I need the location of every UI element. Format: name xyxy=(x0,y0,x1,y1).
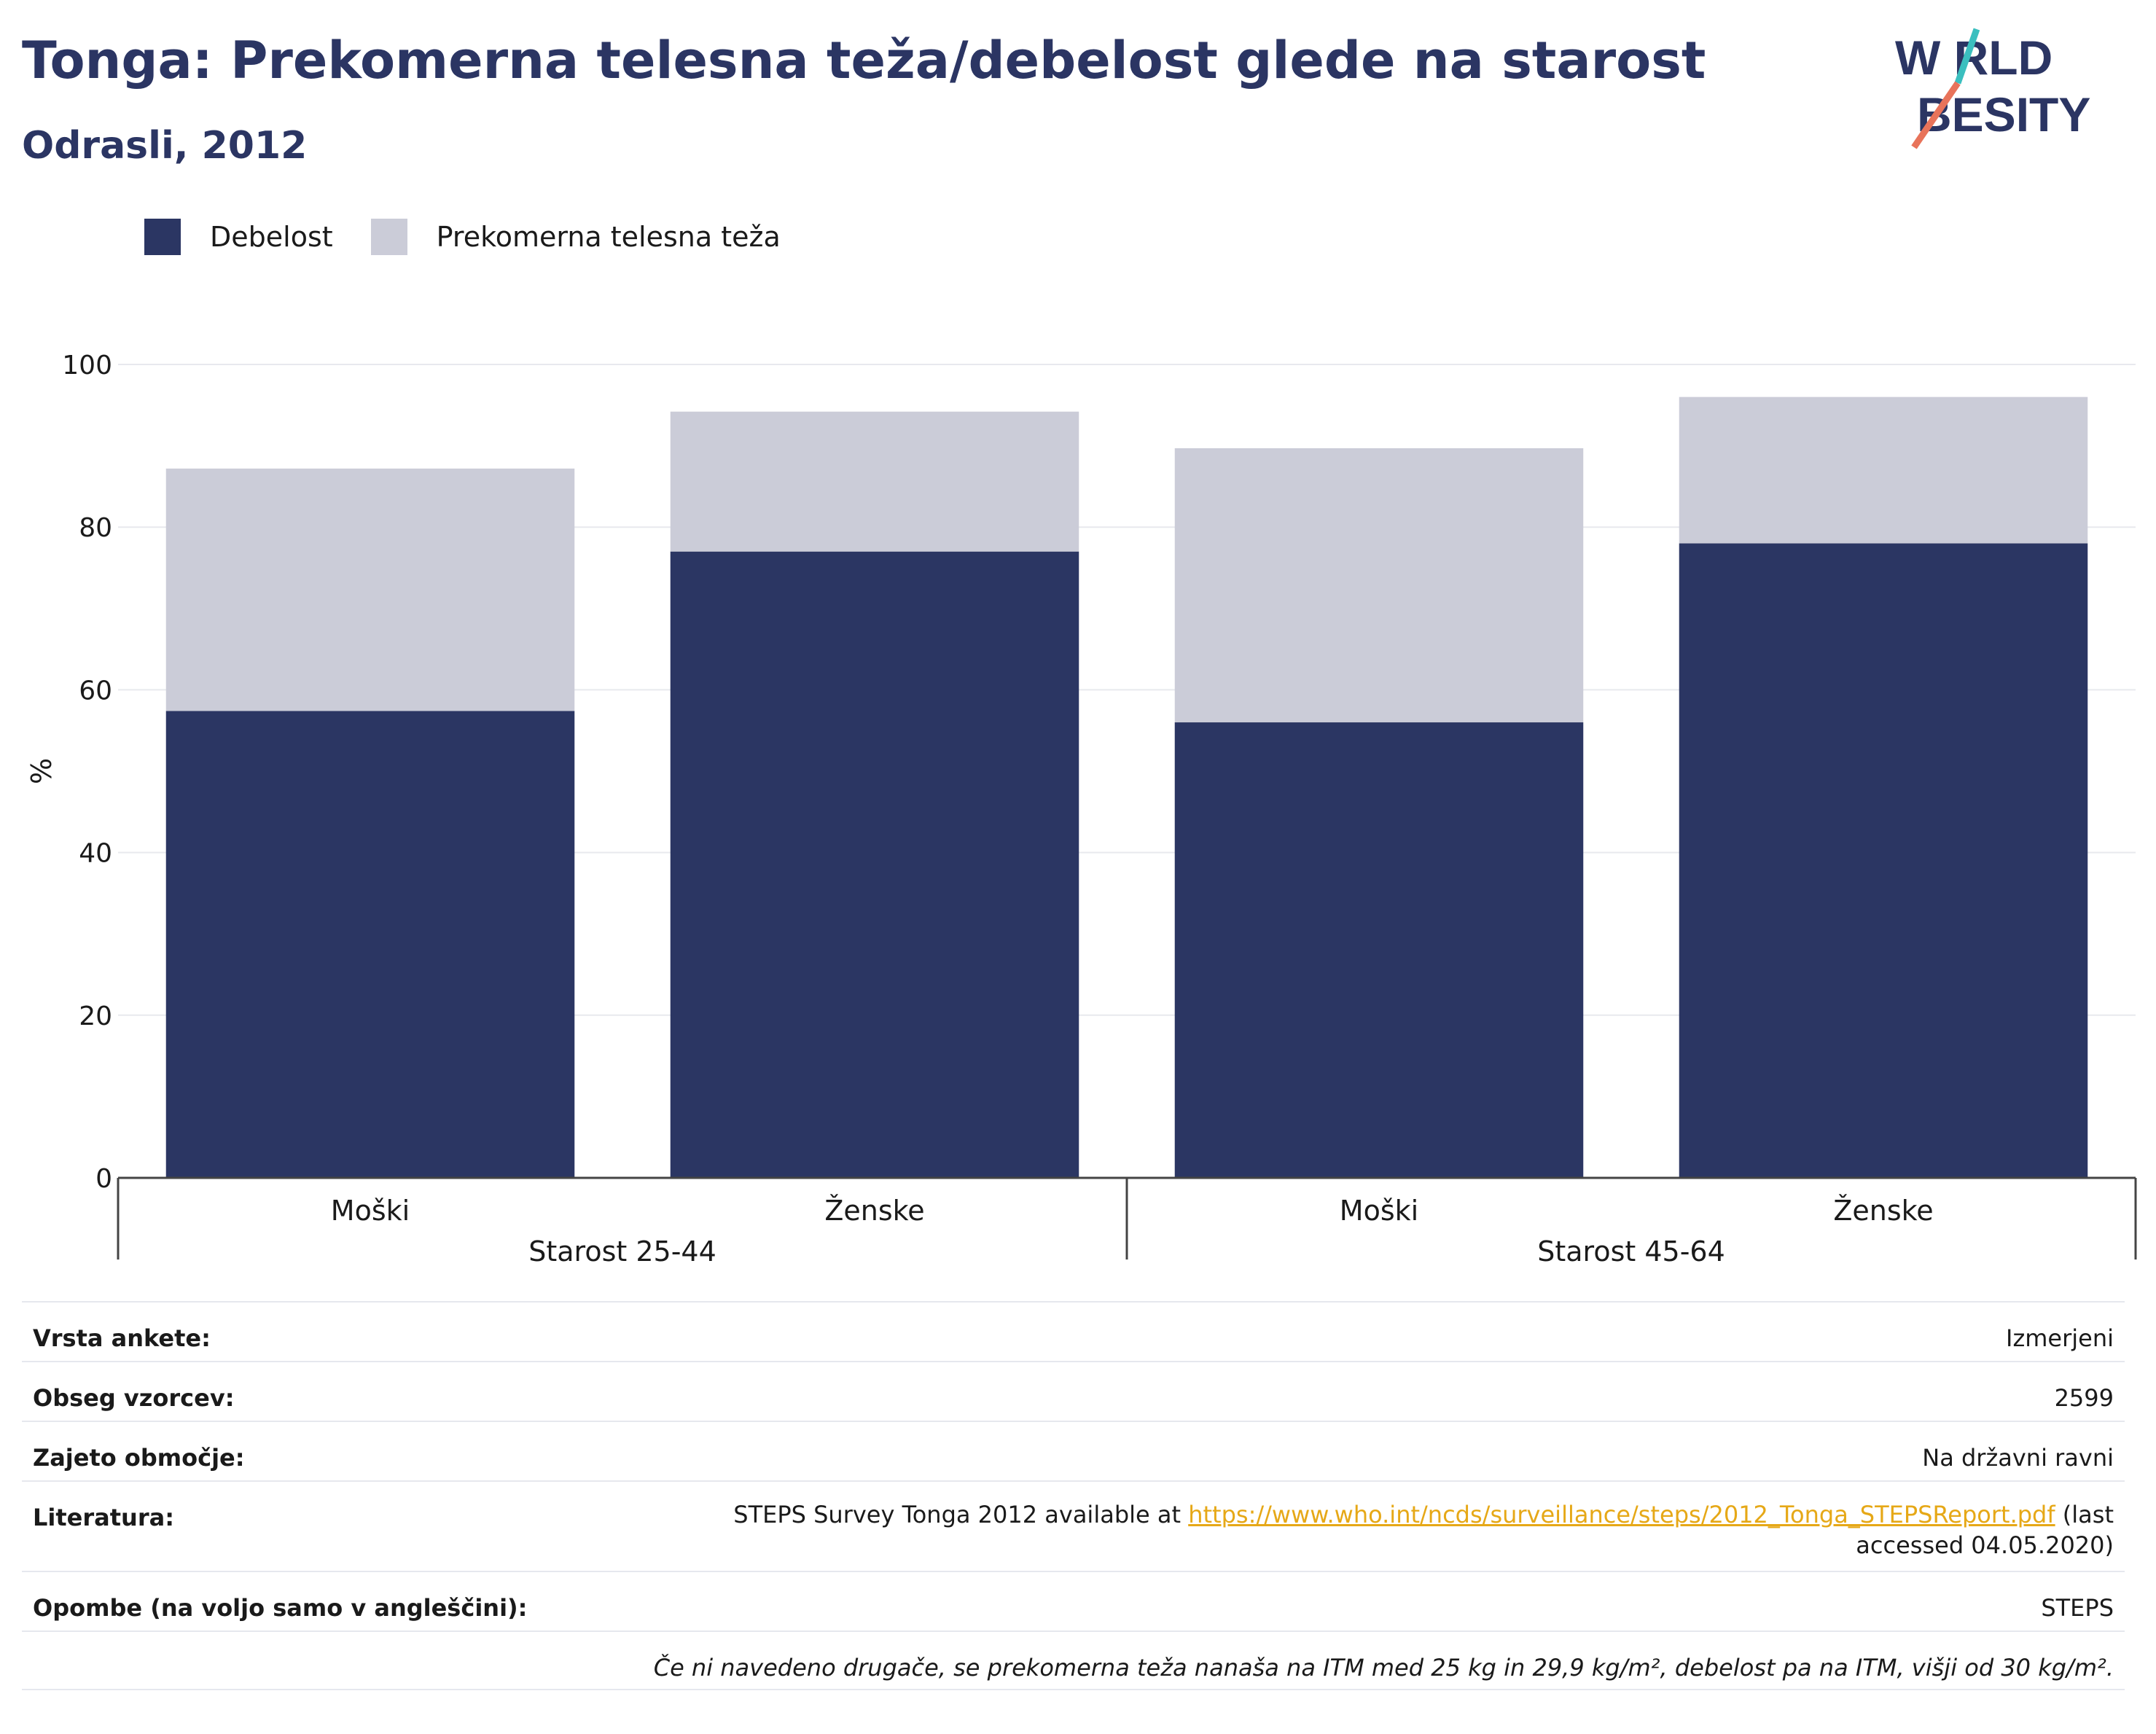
bar-obesity-1 xyxy=(670,551,1079,1178)
legend-item-obesity[interactable]: Debelost xyxy=(144,219,333,255)
y-tick-label: 60 xyxy=(79,676,112,706)
bar-obesity-0 xyxy=(165,711,575,1178)
y-tick-label: 40 xyxy=(79,839,112,869)
bar-overweight-1 xyxy=(670,411,1079,552)
meta-row-footnote: Če ni navedeno drugače, se prekomerna te… xyxy=(22,1630,2125,1690)
chart-legend: Debelost Prekomerna telesna teža xyxy=(144,219,819,255)
meta-row-notes: Opombe (na voljo samo v angleščini): STE… xyxy=(22,1571,2125,1630)
y-tick-label: 0 xyxy=(95,1164,112,1194)
legend-label-obesity: Debelost xyxy=(210,221,333,253)
legend-item-overweight[interactable]: Prekomerna telesna teža xyxy=(370,219,781,255)
sample-size-label: Obseg vzorcev: xyxy=(33,1384,235,1412)
notes-value: STEPS xyxy=(2041,1594,2114,1622)
bar-overweight-3 xyxy=(1679,397,2088,544)
coverage-label: Zajeto območje: xyxy=(33,1444,245,1472)
literature-prefix: STEPS Survey Tonga 2012 available at xyxy=(733,1501,1189,1528)
meta-row-coverage: Zajeto območje: Na državni ravni xyxy=(22,1421,2125,1480)
world-obesity-logo: W RLD BESITY xyxy=(1895,28,2090,149)
x-tick-label: Ženske xyxy=(1833,1195,1933,1227)
y-axis-label: % xyxy=(26,758,58,784)
y-tick-label: 80 xyxy=(79,513,112,543)
sample-size-value: 2599 xyxy=(2054,1384,2114,1412)
meta-row-survey-type: Vrsta ankete: Izmerjeni xyxy=(22,1301,2125,1361)
bar-obesity-2 xyxy=(1174,722,1584,1178)
survey-metadata-table: Vrsta ankete: Izmerjeni Obseg vzorcev: 2… xyxy=(22,1301,2125,1690)
chart-subtitle: Odrasli, 2012 xyxy=(22,124,308,168)
bar-overweight-0 xyxy=(165,468,575,711)
y-tick-label: 20 xyxy=(79,1001,112,1031)
bar-chart: 0 20 40 60 80 100% Moški Ženske Moški Ženske Staro… xyxy=(26,351,2137,1268)
notes-label: Opombe (na voljo samo v angleščini): xyxy=(33,1594,528,1622)
group-label: Starost 45-64 xyxy=(1537,1235,1725,1268)
meta-row-sample-size: Obseg vzorcev: 2599 xyxy=(22,1361,2125,1421)
coverage-value: Na državni ravni xyxy=(1922,1444,2114,1472)
legend-swatch-overweight xyxy=(370,219,407,255)
x-tick-label: Ženske xyxy=(824,1195,924,1227)
legend-label-overweight: Prekomerna telesna teža xyxy=(436,221,781,253)
x-tick-label: Moški xyxy=(1340,1195,1418,1227)
literature-label: Literatura: xyxy=(33,1504,174,1531)
footnote-text: Če ni navedeno drugače, se prekomerna te… xyxy=(653,1654,2114,1682)
literature-value: STEPS Survey Tonga 2012 available at htt… xyxy=(656,1499,2114,1561)
bar-obesity-3 xyxy=(1679,543,2088,1178)
logo-slash-coral xyxy=(1911,81,1961,149)
chart-title: Tonga: Prekomerna telesna teža/debelost … xyxy=(22,31,1706,90)
x-tick-label: Moški xyxy=(331,1195,410,1227)
y-tick-label: 100 xyxy=(62,351,112,380)
legend-swatch-obesity xyxy=(144,219,181,255)
survey-type-label: Vrsta ankete: xyxy=(33,1324,211,1352)
survey-type-value: Izmerjeni xyxy=(2006,1324,2114,1352)
meta-row-literature: Literatura: STEPS Survey Tonga 2012 avai… xyxy=(22,1480,2125,1571)
literature-link[interactable]: https://www.who.int/ncds/surveillance/st… xyxy=(1188,1501,2055,1528)
group-label: Starost 25-44 xyxy=(528,1235,716,1268)
literature-suffix: (last accessed 04.05.2020) xyxy=(1856,1501,2114,1559)
logo-slash-teal xyxy=(1954,28,1980,85)
bar-overweight-2 xyxy=(1174,448,1584,723)
